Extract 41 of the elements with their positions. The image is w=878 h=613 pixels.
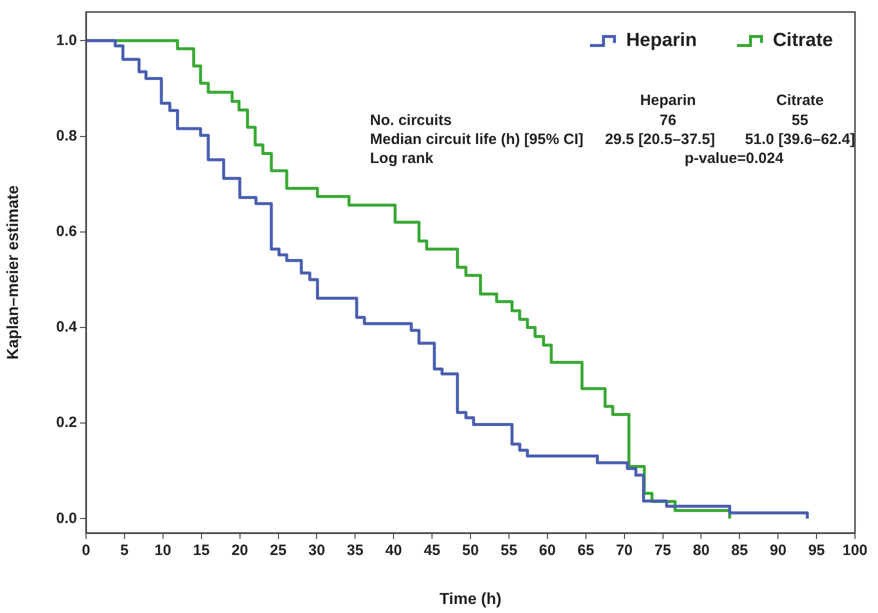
legend-label: Citrate bbox=[772, 30, 833, 52]
x-tick-label: 55 bbox=[500, 542, 518, 560]
x-tick-label: 75 bbox=[654, 542, 672, 560]
x-tick-label: 80 bbox=[692, 542, 710, 560]
annotation: 76 bbox=[660, 112, 676, 129]
x-tick-label: 30 bbox=[308, 542, 326, 560]
x-tick-label: 45 bbox=[424, 542, 440, 560]
annotation: p-value=0.024 bbox=[684, 150, 784, 167]
y-axis-title: Kaplan–meier estimate bbox=[5, 185, 22, 360]
y-tick-label: 0.6 bbox=[56, 223, 77, 240]
x-tick-label: 65 bbox=[578, 542, 594, 560]
x-tick-label: 40 bbox=[385, 542, 402, 560]
annotation: Heparin bbox=[640, 92, 696, 109]
annotation: 51.0 [39.6–62.4] bbox=[744, 131, 856, 148]
x-tick-label: 95 bbox=[808, 542, 825, 560]
x-tick-label: 5 bbox=[120, 542, 129, 560]
x-tick-label: 100 bbox=[842, 542, 868, 560]
x-tick-label: 10 bbox=[154, 542, 172, 560]
y-tick-label: 0.8 bbox=[56, 127, 77, 144]
y-tick-label: 0.0 bbox=[56, 510, 77, 527]
x-tick-label: 50 bbox=[462, 542, 479, 560]
x-tick-label: 35 bbox=[346, 542, 364, 560]
x-tick-label: 25 bbox=[270, 542, 287, 560]
y-tick-label: 0.4 bbox=[56, 318, 78, 336]
annotation: 29.5 [20.5–37.5] bbox=[604, 131, 716, 148]
x-axis-title: Time (h) bbox=[440, 590, 502, 608]
annotation: Median circuit life (h) [95% CI] bbox=[370, 131, 584, 148]
annotation: 55 bbox=[792, 112, 808, 129]
x-tick-label: 20 bbox=[231, 542, 248, 560]
y-tick-label: 0.2 bbox=[56, 414, 77, 432]
x-tick-label: 15 bbox=[193, 542, 210, 560]
x-tick-label: 60 bbox=[539, 542, 556, 560]
y-tick-label: 1.0 bbox=[56, 32, 77, 49]
annotation: Log rank bbox=[370, 150, 434, 167]
x-tick-label: 85 bbox=[731, 542, 748, 560]
x-tick-label: 0 bbox=[82, 542, 90, 560]
annotation: No. circuits bbox=[370, 112, 452, 129]
legend-label: Heparin bbox=[626, 30, 697, 52]
annotation: Citrate bbox=[776, 92, 824, 109]
x-tick-label: 90 bbox=[770, 542, 786, 560]
x-tick-label: 70 bbox=[616, 542, 633, 560]
